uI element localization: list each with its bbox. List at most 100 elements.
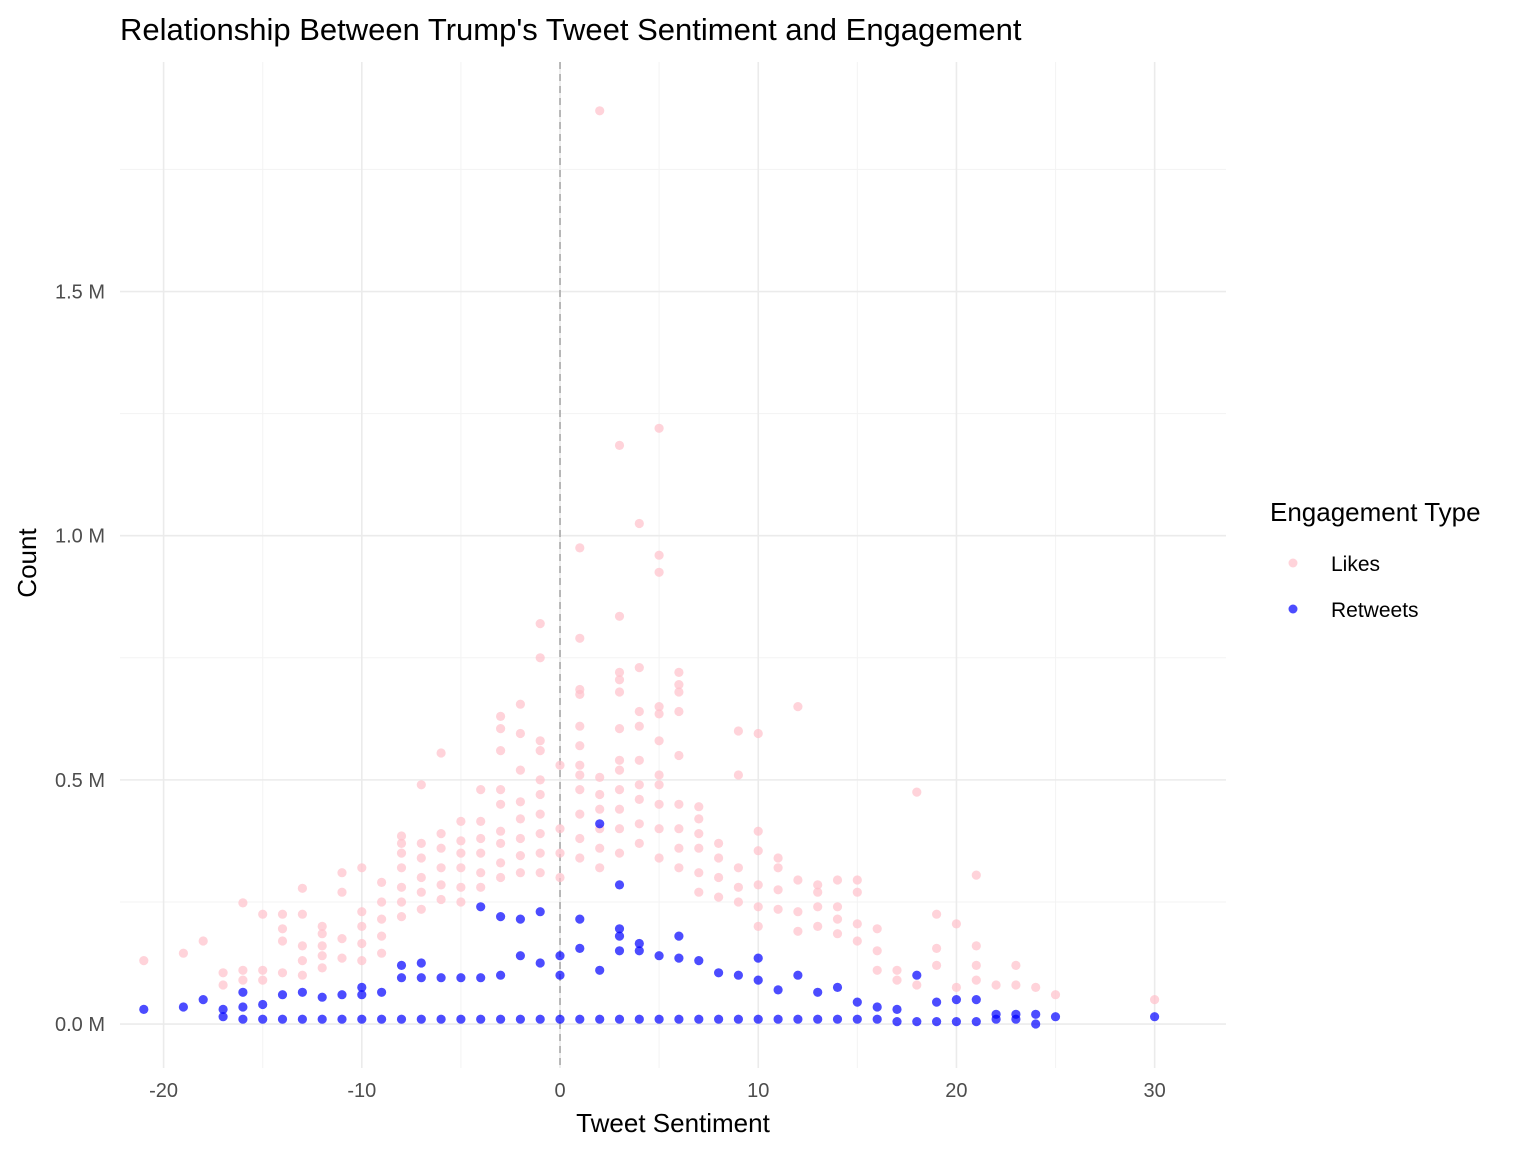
retweets-point [258, 1014, 268, 1024]
x-axis-title: Tweet Sentiment [576, 1108, 770, 1138]
likes-point [436, 894, 446, 905]
likes-point [337, 868, 347, 878]
likes-point [396, 897, 407, 907]
retweets-point [357, 990, 367, 1000]
retweets-point [1150, 1012, 1160, 1022]
likes-point [416, 780, 426, 790]
likes-point [238, 965, 248, 975]
likes-point [277, 968, 288, 978]
retweets-point [396, 1014, 407, 1024]
likes-point [971, 960, 981, 971]
likes-point [416, 887, 426, 897]
likes-point [634, 838, 644, 849]
retweets-point [575, 914, 585, 924]
likes-point [714, 853, 724, 863]
likes-point [535, 829, 545, 839]
likes-point [674, 706, 684, 717]
retweets-point [515, 1014, 526, 1024]
likes-point [456, 897, 466, 907]
retweets-point [377, 1014, 387, 1024]
likes-point [634, 518, 644, 529]
retweets-point [892, 1004, 902, 1015]
retweets-point [674, 953, 684, 963]
likes-point [614, 675, 625, 685]
retweets-point [595, 819, 605, 829]
likes-point [377, 931, 387, 941]
likes-point [694, 802, 704, 812]
likes-point [1031, 982, 1041, 993]
likes-point [456, 882, 466, 892]
legend-label-retweets: Retweets [1331, 599, 1419, 622]
retweets-point [238, 1002, 248, 1012]
likes-point [317, 921, 327, 932]
retweets-point [555, 1014, 565, 1024]
likes-point [733, 770, 744, 780]
retweets-point [674, 931, 684, 941]
retweets-point [892, 1017, 902, 1027]
likes-point [416, 838, 426, 849]
likes-point [515, 851, 526, 861]
likes-point [575, 543, 585, 553]
likes-point [238, 975, 248, 985]
retweets-point [614, 931, 625, 941]
likes-point [555, 848, 565, 858]
grid-lines [120, 62, 1226, 1068]
likes-point [971, 975, 981, 985]
retweets-point [813, 987, 823, 997]
likes-point [377, 914, 387, 924]
likes-point [773, 885, 783, 895]
retweets-point [614, 946, 625, 956]
likes-point [595, 843, 605, 853]
retweets-point [476, 902, 486, 912]
likes-point [1011, 980, 1021, 990]
likes-point [694, 868, 704, 878]
likes-point [575, 760, 585, 770]
likes-point [515, 797, 526, 807]
likes-point [575, 689, 585, 700]
likes-point [575, 741, 585, 751]
likes-point [654, 550, 664, 560]
likes-point [614, 667, 625, 678]
likes-point [832, 929, 843, 939]
likes-point [416, 853, 426, 863]
likes-point [674, 843, 684, 853]
retweets-point [793, 1014, 803, 1024]
likes-point [258, 975, 268, 985]
retweets-point [714, 968, 724, 978]
likes-point [614, 440, 625, 450]
likes-point [575, 770, 585, 780]
retweets-point [416, 973, 426, 983]
retweets-point [396, 973, 407, 983]
retweets-point [872, 1014, 882, 1024]
retweets-point [1011, 1014, 1021, 1024]
likes-point [258, 965, 268, 975]
likes-point [614, 724, 625, 734]
likes-point [535, 653, 545, 663]
likes-point [852, 936, 862, 946]
retweets-point [832, 1014, 843, 1024]
likes-point [436, 843, 446, 853]
likes-point [773, 863, 783, 873]
retweets-point [218, 1012, 228, 1022]
likes-point [515, 699, 526, 709]
likes-point [634, 663, 644, 673]
likes-point [496, 826, 506, 836]
retweets-point [476, 973, 486, 983]
likes-point [595, 804, 605, 814]
likes-point [575, 809, 585, 819]
retweets-point [297, 1014, 307, 1024]
likes-point [317, 929, 327, 939]
likes-point [614, 755, 625, 765]
likes-point [932, 960, 942, 971]
likes-point [476, 816, 486, 827]
series-retweets [139, 819, 1160, 1029]
likes-point [753, 826, 763, 836]
likes-point [337, 887, 347, 897]
likes-point [297, 970, 307, 980]
retweets-point [714, 1014, 724, 1024]
retweets-point [773, 1014, 783, 1024]
retweets-point [595, 965, 605, 975]
legend-key-likes [1288, 558, 1298, 568]
retweets-point [496, 1014, 506, 1024]
retweets-point [614, 1014, 625, 1024]
